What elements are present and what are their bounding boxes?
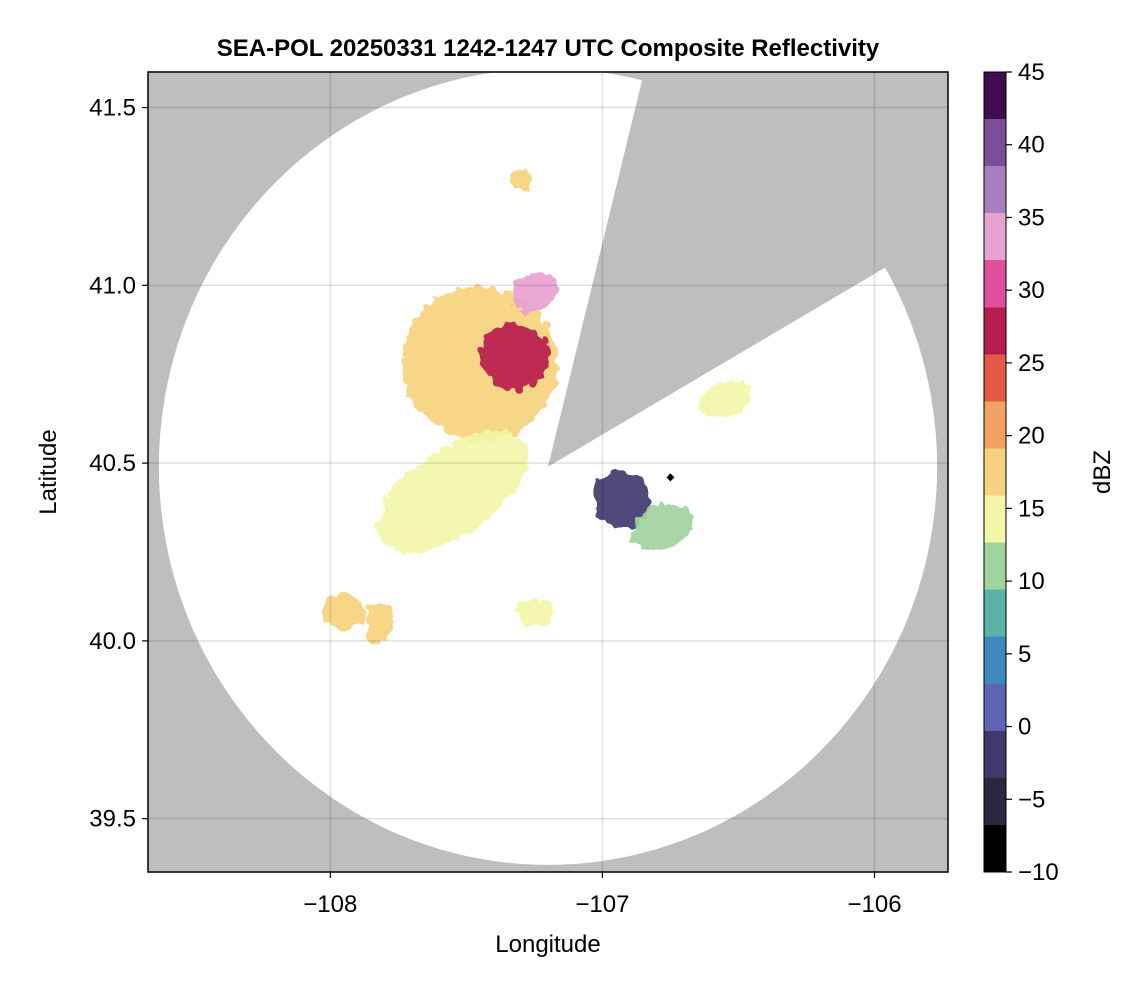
y-tick-label-3: 40.5 (89, 450, 136, 477)
colorbar-ticks: −10 −5 0 5 10 15 20 25 30 35 40 45 (1006, 59, 1059, 886)
colorbar-tick-label-6: 15 (1018, 495, 1045, 522)
y-axis-label: Latitude (35, 429, 62, 514)
y-tick-label-2: 40.0 (89, 628, 136, 655)
x-tick-label-3: −106 (847, 891, 901, 918)
colorbar-tick-label-9: 30 (1018, 277, 1045, 304)
colorbar-scale (983, 71, 1007, 873)
echo-region-7 (322, 594, 366, 631)
echo-region-8 (365, 601, 393, 645)
colorbar-tick-label-7: 20 (1018, 423, 1045, 450)
echo-region-3 (511, 272, 558, 313)
echo-region-6 (630, 504, 694, 551)
echo-region-2 (480, 322, 550, 391)
colorbar-tick-label-4: 5 (1018, 641, 1031, 668)
x-tick-label-2: −107 (575, 891, 629, 918)
marker-1 (666, 473, 675, 482)
echo-region-5 (591, 470, 652, 528)
x-tick-label-1: −108 (303, 891, 357, 918)
echo-layer (322, 168, 752, 645)
colorbar-tick-label-1: −10 (1018, 859, 1059, 886)
x-axis: −108 −107 −106 (303, 872, 902, 918)
colorbar-tick-label-2: −5 (1018, 786, 1045, 813)
colorbar-tick-label-10: 35 (1018, 204, 1045, 231)
colorbar-tick-label-11: 40 (1018, 132, 1045, 159)
colorbar-tick-label-3: 0 (1018, 714, 1031, 741)
plot-area (147, 71, 949, 873)
radar-coverage (158, 72, 938, 865)
echo-region-9 (515, 598, 554, 627)
colorbar-tick-label-5: 10 (1018, 568, 1045, 595)
plot-frame (147, 71, 949, 873)
colorbar: −10 −5 0 5 10 15 20 25 30 35 40 45 dBZ (983, 59, 1116, 886)
y-tick-label-5: 41.5 (89, 95, 136, 122)
echo-region-10 (509, 168, 532, 190)
colorbar-tick-label-8: 25 (1018, 350, 1045, 377)
chart-title: SEA-POL 20250331 1242-1247 UTC Composite… (217, 35, 880, 62)
y-tick-label-4: 41.0 (89, 272, 136, 299)
y-axis: 39.5 40.0 40.5 41.0 41.5 (89, 95, 148, 833)
colorbar-tick-label-12: 45 (1018, 59, 1045, 86)
x-axis-label: Longitude (495, 931, 600, 958)
echo-region-4 (377, 430, 529, 553)
echo-region-11 (698, 379, 752, 419)
grid-lines (148, 72, 948, 872)
marker-layer (666, 473, 675, 482)
y-tick-label-1: 39.5 (89, 806, 136, 833)
colorbar-label: dBZ (1089, 450, 1116, 494)
